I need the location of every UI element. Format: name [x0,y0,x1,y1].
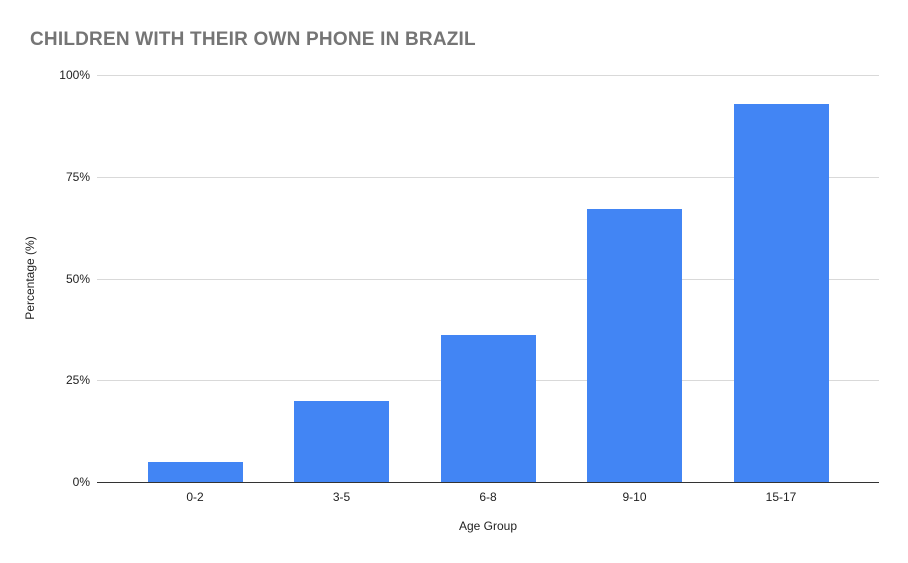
x-axis-line [97,481,879,483]
bar-0-2 [147,461,243,482]
y-axis-tick-labels: 0% 25% 50% 75% 100% [0,68,90,489]
y-tick-label: 25% [65,373,90,388]
x-axis-title: Age Group [458,519,518,533]
gridline [97,176,879,178]
gridline [97,75,879,76]
bar-15-17 [733,103,829,482]
x-category-label: 6-8 [479,490,497,504]
y-tick-label: 0% [72,475,90,489]
x-category-label: 0-2 [186,490,204,504]
y-tick-label: 75% [65,169,90,184]
plot-area [97,75,879,483]
bar-3-5 [294,400,389,482]
x-category-label: 15-17 [765,490,797,504]
y-tick-label: 100% [59,68,90,82]
x-axis-category-labels: 0-2 3-5 6-8 9-10 15-17 [97,490,879,506]
gridline [97,278,879,280]
bar-9-10 [587,209,682,482]
y-tick-label: 50% [65,271,90,286]
bar-6-8 [440,335,536,482]
x-category-label: 9-10 [622,490,647,504]
chart-title: CHILDREN WITH THEIR OWN PHONE IN BRAZIL [30,29,476,50]
x-category-label: 3-5 [332,490,351,504]
